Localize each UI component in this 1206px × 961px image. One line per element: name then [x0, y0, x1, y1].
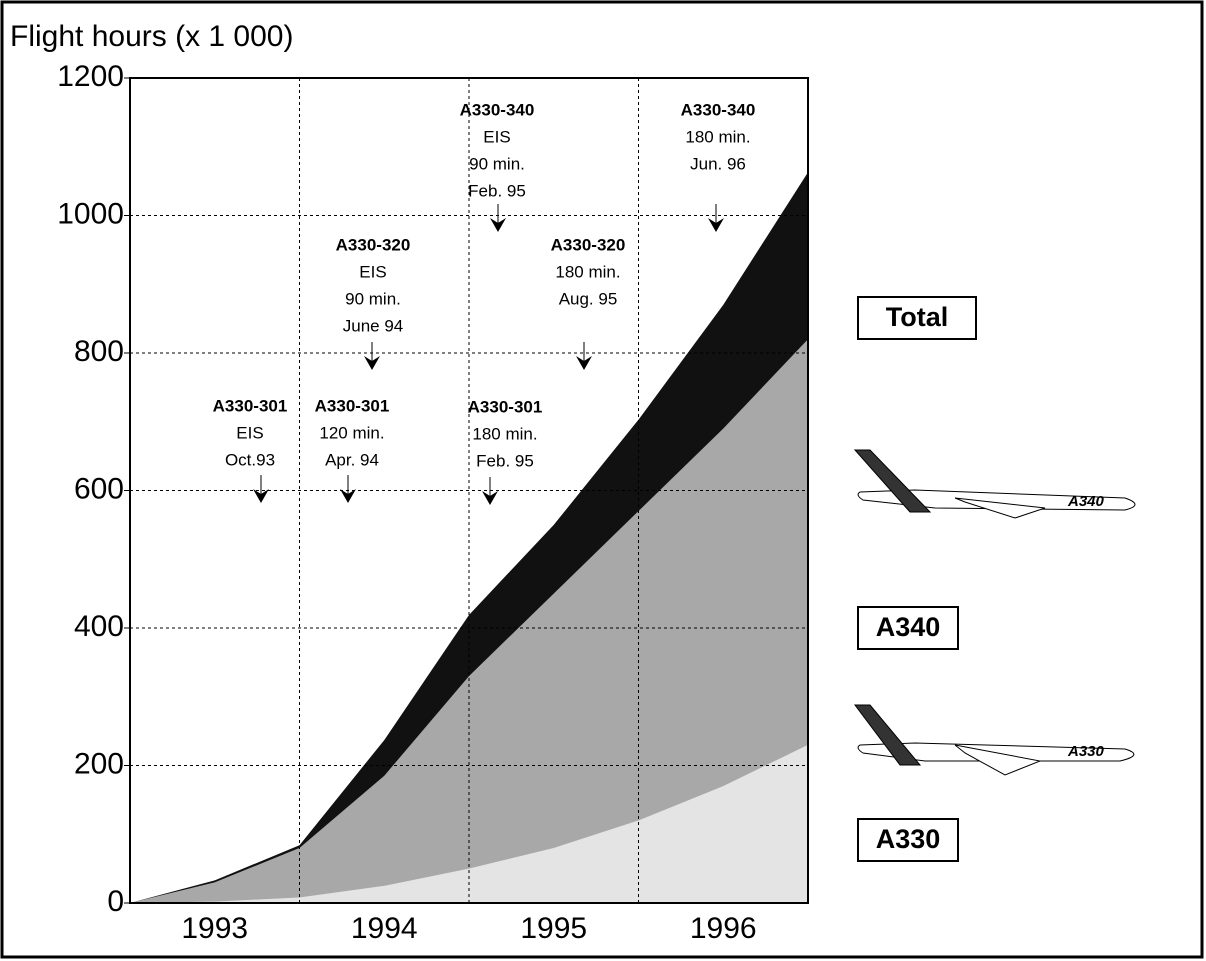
annotation: EIS — [236, 423, 263, 442]
annotation: 180 min. — [555, 262, 620, 281]
plane-label: A340 — [1067, 493, 1105, 510]
plane-label: A330 — [1067, 743, 1105, 760]
y-tick-label: 1000 — [57, 197, 124, 230]
y-tick-label: 800 — [74, 335, 124, 368]
legend-box — [857, 818, 959, 862]
annotation: A330-340 — [460, 100, 535, 119]
plane-a330 — [854, 704, 1135, 776]
arrow-head — [576, 356, 592, 370]
annotation: Apr. 94 — [325, 450, 379, 469]
legend-box — [857, 296, 977, 340]
annotation: 180 min. — [472, 424, 537, 443]
plane-a340 — [853, 449, 1136, 519]
annotation: Feb. 95 — [476, 451, 534, 470]
annotation: A330-301 — [315, 396, 390, 415]
y-tick-label: 0 — [107, 885, 124, 918]
arrow-head — [708, 218, 724, 232]
annotation: A330-301 — [468, 397, 543, 416]
legend-box — [857, 606, 959, 650]
arrow-head — [482, 491, 498, 505]
legend-label: Total — [886, 302, 949, 332]
area — [130, 744, 808, 903]
annotation: EIS — [483, 127, 510, 146]
x-tick-label: 1996 — [690, 912, 757, 945]
chart-title: Flight hours (x 1 000) — [10, 20, 293, 53]
annotation: 180 min. — [685, 127, 750, 146]
legend-label: A340 — [876, 612, 941, 642]
y-tick-label: 600 — [74, 472, 124, 505]
legend-label: A330 — [876, 824, 941, 854]
annotation: A330-301 — [213, 396, 288, 415]
arrow-head — [364, 356, 380, 370]
annotation: 90 min. — [469, 154, 525, 173]
arrow-head — [253, 489, 269, 503]
x-tick-label: 1994 — [351, 912, 418, 945]
x-tick-label: 1995 — [520, 912, 587, 945]
y-tick-label: 200 — [74, 747, 124, 780]
plot-border — [129, 77, 809, 904]
annotation: Oct.93 — [225, 450, 275, 469]
x-tick-label: 1993 — [181, 912, 248, 945]
annotation: Feb. 95 — [468, 181, 526, 200]
annotation: 120 min. — [319, 423, 384, 442]
annotation: 90 min. — [345, 289, 401, 308]
y-tick-label: 400 — [74, 610, 124, 643]
annotation: A330-340 — [681, 100, 756, 119]
annotation: A330-320 — [551, 235, 626, 254]
annotation: Jun. 96 — [690, 154, 746, 173]
annotation: EIS — [359, 262, 386, 281]
planes: A340 A330 — [853, 449, 1136, 776]
arrow-head — [340, 489, 356, 503]
annotation: June 94 — [343, 316, 404, 335]
annotation: A330-320 — [336, 235, 411, 254]
arrow-head — [490, 218, 506, 232]
annotation: Aug. 95 — [559, 289, 618, 308]
y-tick-label: 1200 — [57, 60, 124, 93]
